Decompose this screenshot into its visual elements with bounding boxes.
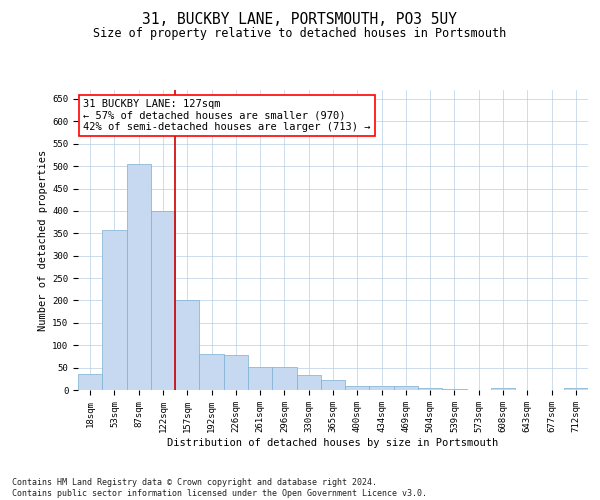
Bar bbox=[321, 380, 345, 390]
Bar bbox=[78, 374, 102, 390]
Bar bbox=[296, 375, 321, 390]
Bar bbox=[248, 366, 272, 390]
Y-axis label: Number of detached properties: Number of detached properties bbox=[38, 150, 48, 330]
Text: 31, BUCKBY LANE, PORTSMOUTH, PO3 5UY: 31, BUCKBY LANE, PORTSMOUTH, PO3 5UY bbox=[143, 12, 458, 28]
Bar bbox=[272, 366, 296, 390]
Bar bbox=[491, 388, 515, 390]
Bar bbox=[224, 355, 248, 390]
Bar bbox=[564, 388, 588, 390]
Bar bbox=[199, 354, 224, 390]
Bar bbox=[127, 164, 151, 390]
Bar bbox=[151, 211, 175, 390]
Bar bbox=[418, 388, 442, 390]
Bar bbox=[394, 386, 418, 390]
X-axis label: Distribution of detached houses by size in Portsmouth: Distribution of detached houses by size … bbox=[167, 438, 499, 448]
Text: Contains HM Land Registry data © Crown copyright and database right 2024.
Contai: Contains HM Land Registry data © Crown c… bbox=[12, 478, 427, 498]
Bar bbox=[370, 386, 394, 390]
Text: Size of property relative to detached houses in Portsmouth: Size of property relative to detached ho… bbox=[94, 28, 506, 40]
Bar bbox=[345, 386, 370, 390]
Bar bbox=[442, 388, 467, 390]
Bar bbox=[175, 300, 199, 390]
Bar bbox=[102, 230, 127, 390]
Text: 31 BUCKBY LANE: 127sqm
← 57% of detached houses are smaller (970)
42% of semi-de: 31 BUCKBY LANE: 127sqm ← 57% of detached… bbox=[83, 99, 371, 132]
